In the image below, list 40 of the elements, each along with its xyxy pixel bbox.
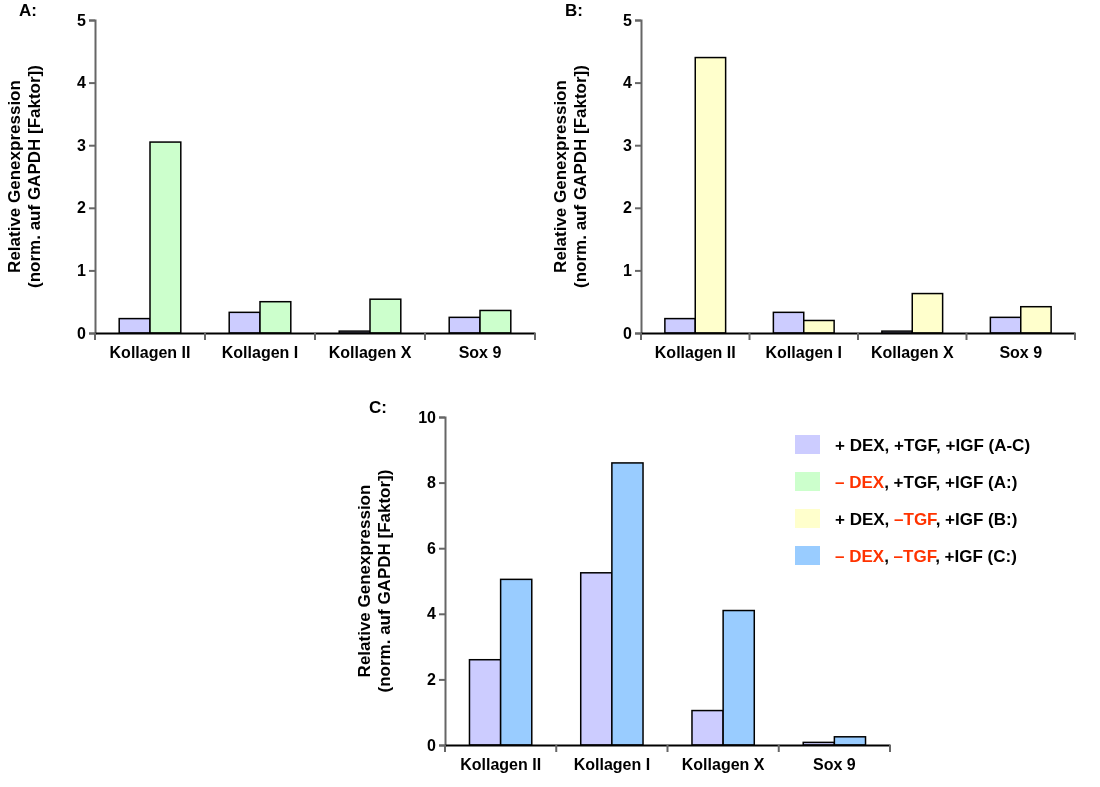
x-tick-label: Kollagen I: [221, 344, 299, 362]
chart-title: C:: [369, 398, 387, 417]
y-tick-label: 10: [418, 408, 437, 426]
legend-label: + DEX, –TGF, +IGF (B:): [835, 510, 1018, 529]
y-tick-label: 2: [77, 199, 87, 217]
legend-label: – DEX, +TGF, +IGF (A:): [835, 473, 1018, 492]
x-tick-label: Kollagen I: [573, 756, 651, 774]
y-axis-title: Relative Genexpression (norm. auf GAPDH [Faktor]): [551, 65, 590, 288]
y-tick-label: 2: [623, 199, 633, 217]
chart-title: A:: [19, 1, 37, 20]
y-tick-label: 2: [427, 671, 437, 689]
x-tick-label: Kollagen X: [681, 756, 765, 774]
y-tick-label: 4: [427, 605, 437, 623]
y-tick-label: 4: [623, 74, 633, 92]
x-tick-label: Kollagen II: [109, 344, 191, 362]
y-axis-title: Relative Genexpression (norm. auf GAPDH [Faktor]): [355, 469, 394, 693]
x-tick-label: Sox 9: [999, 344, 1043, 362]
y-tick-label: 3: [623, 136, 633, 154]
x-tick-label: Kollagen X: [328, 344, 412, 362]
y-tick-label: 3: [77, 136, 87, 154]
y-tick-label: 6: [427, 539, 437, 557]
y-tick-label: 1: [623, 262, 633, 280]
x-tick-label: Kollagen II: [654, 344, 736, 362]
chart-title: B:: [565, 1, 583, 20]
y-tick-label: 5: [623, 11, 633, 29]
y-tick-label: 0: [623, 324, 633, 342]
x-tick-label: Kollagen X: [870, 344, 954, 362]
y-tick-label: 1: [77, 262, 87, 280]
y-tick-label: 8: [427, 474, 437, 492]
y-tick-label: 0: [427, 736, 437, 754]
legend-label: – DEX, –TGF, +IGF (C:): [835, 547, 1017, 566]
x-tick-label: Sox 9: [458, 344, 502, 362]
y-tick-label: 5: [77, 11, 87, 29]
x-tick-label: Kollagen II: [460, 756, 542, 774]
y-tick-label: 4: [77, 74, 87, 92]
x-tick-label: Kollagen I: [765, 344, 842, 362]
legend-label: + DEX, +TGF, +IGF (A-C): [835, 436, 1031, 455]
y-axis-title: Relative Genexpression (norm. auf GAPDH [Faktor]): [5, 65, 44, 288]
x-tick-label: Sox 9: [813, 756, 856, 774]
y-tick-label: 0: [77, 324, 87, 342]
